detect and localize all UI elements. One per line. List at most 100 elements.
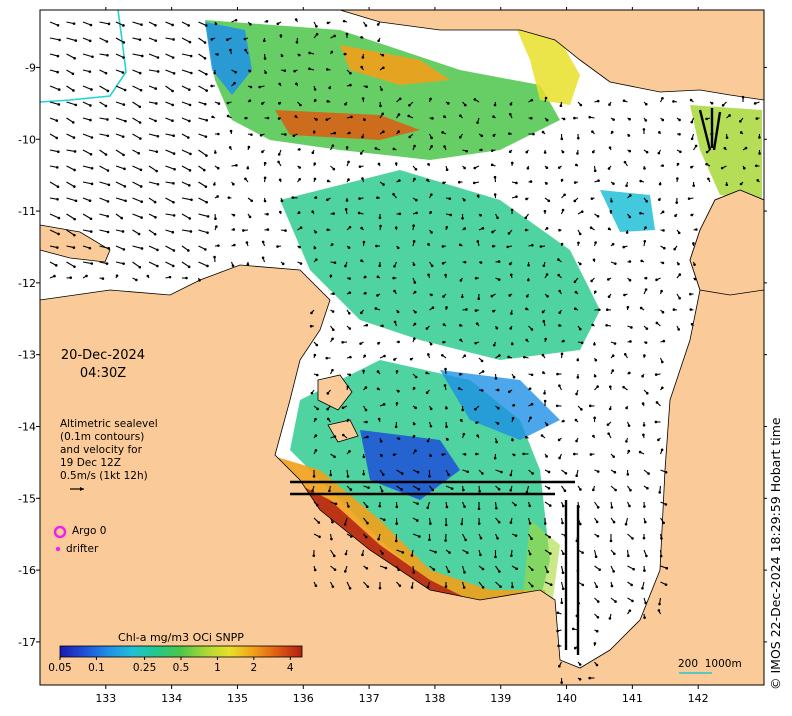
- current-vector-head: [381, 473, 385, 476]
- current-vector-head: [315, 503, 319, 507]
- current-vector-head: [313, 568, 317, 572]
- current-vector-head: [426, 506, 430, 510]
- current-vector-head: [626, 305, 630, 309]
- current-vector-head: [105, 262, 109, 265]
- current-vector-head: [448, 551, 451, 554]
- current-vector: [99, 245, 109, 249]
- current-vector: [181, 213, 191, 219]
- current-vector-head: [362, 472, 366, 476]
- current-vector-head: [475, 452, 478, 456]
- current-vector: [148, 181, 159, 185]
- current-vector: [115, 181, 126, 187]
- current-vector-head: [206, 264, 209, 268]
- lon-tick-label: 139: [490, 692, 511, 705]
- current-vector-head: [56, 185, 60, 189]
- current-vector-head: [589, 453, 593, 456]
- current-vector-head: [330, 50, 334, 54]
- current-vector-head: [85, 274, 88, 278]
- current-vector-head: [153, 232, 157, 236]
- current-vector-head: [318, 535, 321, 539]
- current-vector-head: [465, 308, 468, 311]
- current-vector-head: [263, 57, 267, 60]
- current-vector-head: [655, 401, 659, 404]
- current-vector-head: [249, 85, 253, 89]
- current-vector-head: [427, 353, 430, 356]
- current-vector-head: [171, 119, 174, 123]
- current-vector-head: [425, 327, 429, 330]
- current-vector-head: [739, 182, 743, 186]
- current-vector-head: [172, 72, 176, 75]
- current-vector-head: [579, 488, 582, 491]
- current-vector-head: [590, 279, 593, 283]
- current-vector-head: [464, 538, 467, 542]
- velocity-scale-arrowhead: [80, 487, 84, 491]
- current-vector-head: [497, 260, 501, 263]
- current-vector-head: [544, 96, 548, 100]
- current-vector-head: [592, 258, 596, 262]
- current-vector-head: [476, 194, 480, 198]
- current-vector-head: [378, 504, 382, 508]
- current-vector-head: [266, 212, 269, 216]
- current-vector-head: [590, 197, 594, 200]
- current-vector-head: [459, 114, 462, 118]
- current-vector-head: [625, 406, 628, 410]
- current-vector-head: [511, 438, 514, 442]
- current-vector-head: [412, 224, 415, 228]
- current-vector-head: [376, 387, 380, 391]
- current-vector-head: [723, 146, 727, 150]
- current-vector-head: [392, 276, 395, 280]
- current-vector-head: [647, 472, 650, 475]
- current-vector-head: [479, 536, 483, 540]
- current-vector-head: [315, 25, 318, 28]
- current-vector-head: [462, 586, 466, 589]
- current-vector-head: [581, 583, 585, 587]
- current-vector-head: [515, 181, 518, 185]
- current-vector-head: [278, 178, 282, 182]
- current-vector: [181, 181, 190, 186]
- current-vector-head: [106, 134, 110, 138]
- current-vector-head: [213, 71, 216, 75]
- current-vector-head: [608, 385, 612, 389]
- current-vector-head: [333, 34, 336, 38]
- current-vector-head: [457, 180, 461, 184]
- lat-tick-label: -17: [18, 636, 36, 649]
- current-vector-head: [630, 583, 633, 587]
- current-vector-head: [496, 388, 500, 392]
- current-vector-head: [348, 449, 351, 453]
- current-vector-head: [333, 455, 336, 459]
- current-vector-head: [214, 217, 217, 221]
- current-vector-head: [202, 168, 206, 172]
- current-vector: [49, 21, 59, 26]
- current-vector-head: [266, 228, 270, 231]
- current-vector-head: [396, 310, 400, 314]
- current-vector-head: [413, 177, 416, 181]
- current-vector-head: [605, 323, 608, 327]
- current-vector-head: [466, 470, 470, 474]
- current-vector-head: [510, 554, 513, 557]
- current-vector-head: [643, 354, 646, 357]
- current-vector-head: [363, 118, 366, 122]
- current-vector-head: [56, 54, 60, 58]
- current-vector-head: [571, 627, 575, 631]
- current-vector-head: [365, 505, 369, 509]
- current-vector-head: [365, 566, 369, 570]
- current-vector-head: [594, 358, 598, 362]
- current-vector-head: [589, 226, 593, 229]
- current-vector-head: [661, 310, 665, 314]
- current-vector-head: [549, 552, 552, 555]
- current-vector-head: [576, 152, 579, 155]
- current-vector-head: [596, 214, 600, 218]
- current-vector-head: [154, 215, 157, 219]
- colorbar-tick-label: 0.25: [133, 662, 156, 674]
- current-vector-head: [326, 198, 329, 202]
- current-vector-head: [710, 101, 714, 105]
- current-vector-head: [546, 294, 549, 298]
- current-vector-head: [645, 199, 649, 203]
- current-vector-head: [430, 145, 433, 148]
- current-vector-head: [511, 585, 514, 589]
- current-vector: [132, 117, 141, 124]
- current-vector-head: [642, 433, 645, 437]
- current-vector: [181, 117, 190, 122]
- current-vector-head: [690, 120, 694, 124]
- current-vector: [115, 165, 125, 170]
